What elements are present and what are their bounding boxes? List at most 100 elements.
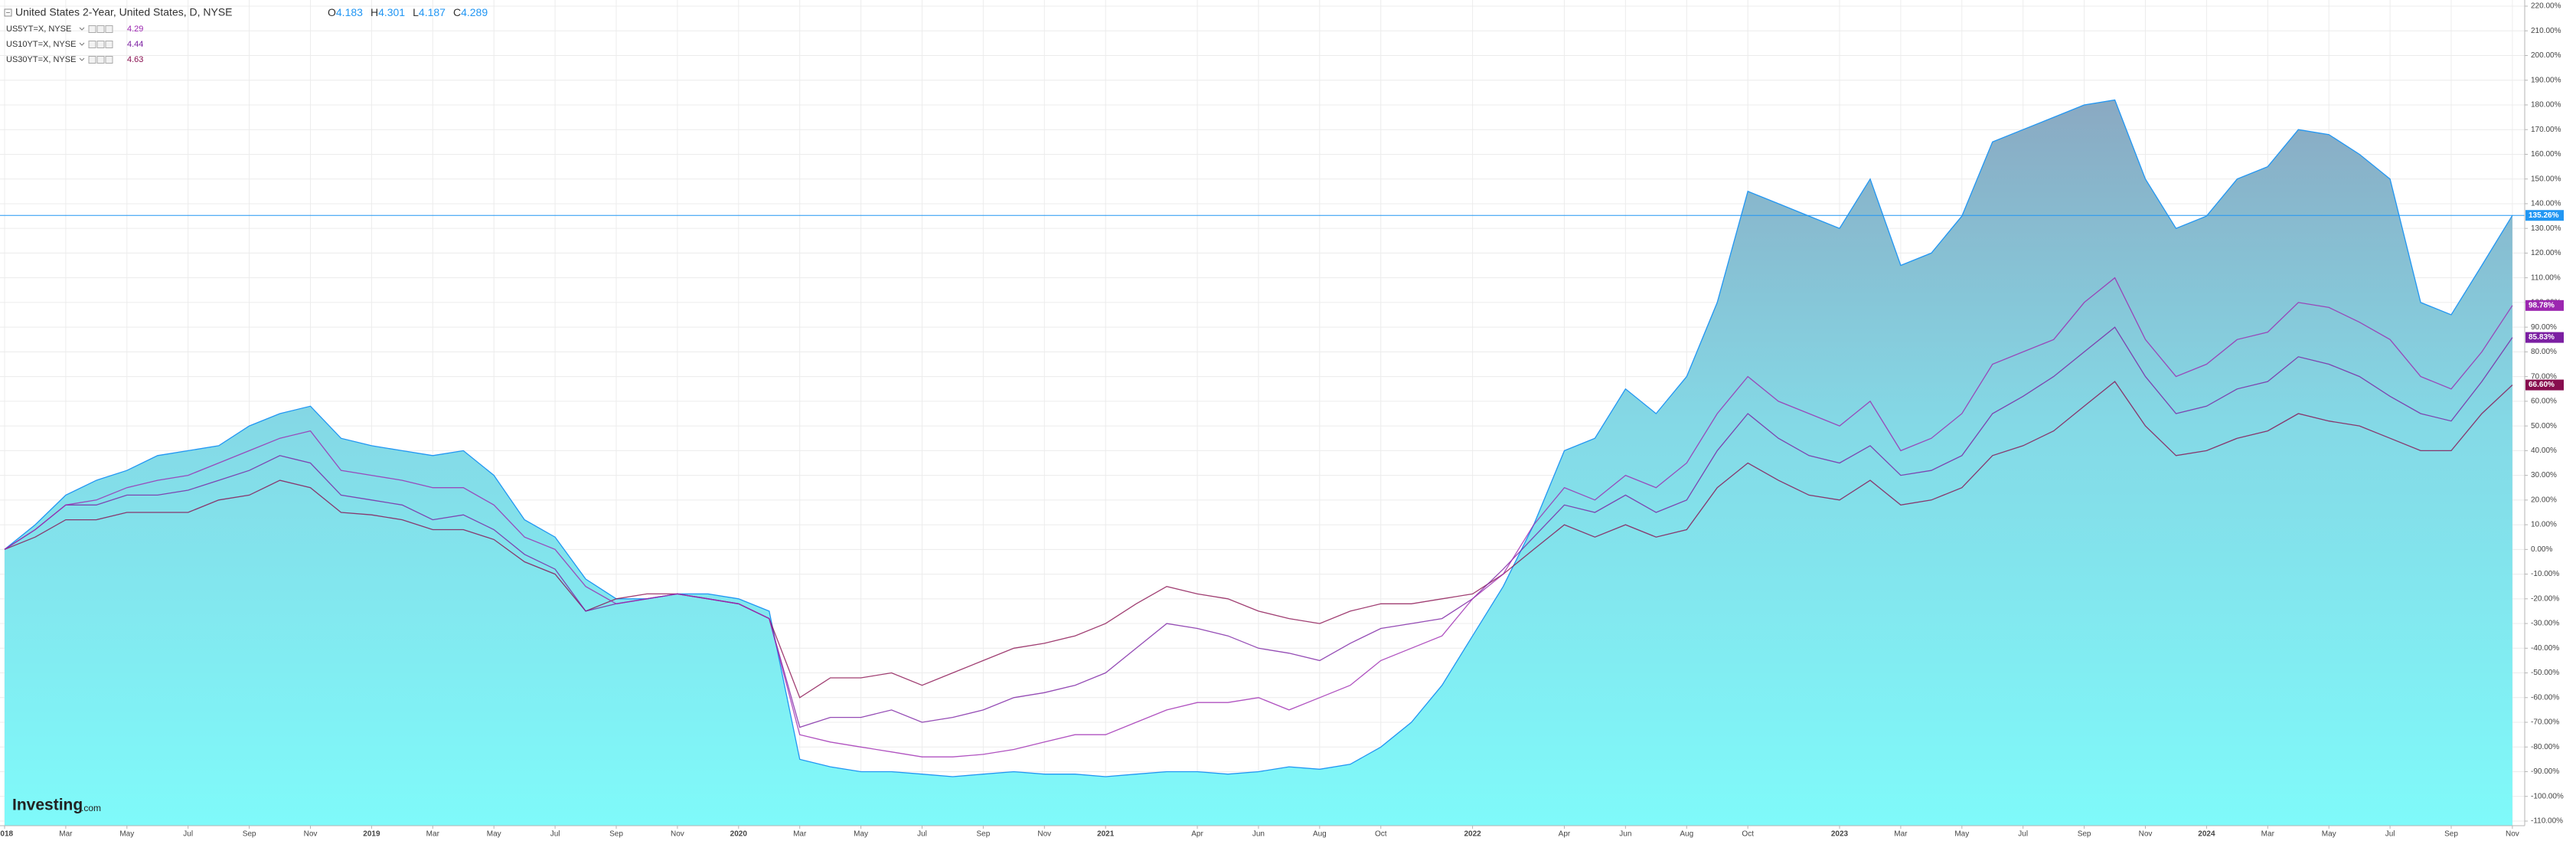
x-tick-label: Aug xyxy=(1680,830,1693,839)
x-tick-label: May xyxy=(1954,830,1969,839)
ohlc-label: O xyxy=(328,6,336,18)
y-axis-panel xyxy=(2525,0,2576,841)
legend-icon[interactable] xyxy=(105,56,113,64)
x-tick-label: May xyxy=(2322,830,2336,839)
legend-value: 4.44 xyxy=(127,40,143,49)
legend-value: 4.63 xyxy=(127,55,143,64)
y-tick-label: 40.00% xyxy=(2531,447,2557,455)
x-tick-label: Oct xyxy=(1742,830,1754,839)
ohlc-value: 4.301 xyxy=(378,6,405,18)
legend-name: US10YT=X, NYSE xyxy=(6,40,76,49)
series-line xyxy=(4,277,2513,758)
y-tick-label: 20.00% xyxy=(2531,496,2557,504)
x-tick-label: 2020 xyxy=(730,830,748,839)
x-tick-label: Jul xyxy=(183,830,193,839)
x-tick-label: Oct xyxy=(1375,830,1387,839)
legend-icon[interactable] xyxy=(105,41,113,48)
y-tick-label: -20.00% xyxy=(2531,594,2559,603)
x-tick-label: Sep xyxy=(977,830,991,839)
last-value-label: 98.78% xyxy=(2529,301,2555,309)
area xyxy=(5,100,2512,826)
y-tick-label: 150.00% xyxy=(2531,175,2561,183)
y-tick-label: -50.00% xyxy=(2531,669,2559,677)
x-tick-label: Jul xyxy=(917,830,927,839)
y-tick-label: 90.00% xyxy=(2531,323,2557,332)
logo-main: Investing xyxy=(12,797,83,814)
x-axis-panel xyxy=(0,826,2525,841)
y-tick-label: 130.00% xyxy=(2531,224,2561,233)
y-tick-label: 60.00% xyxy=(2531,398,2557,406)
x-tick-label: Jul xyxy=(2385,830,2395,839)
last-value-label: 135.26% xyxy=(2529,211,2559,220)
y-tick-label: 70.00% xyxy=(2531,372,2557,381)
x-tick-label: Nov xyxy=(1037,830,1051,839)
y-tick-label: 50.00% xyxy=(2531,422,2557,430)
y-tick-label: 120.00% xyxy=(2531,249,2561,257)
last-value-box xyxy=(2525,210,2564,221)
x-tick-label: Jul xyxy=(2018,830,2028,839)
y-tick-label: -30.00% xyxy=(2531,620,2559,628)
x-tick-label: Mar xyxy=(793,830,807,839)
ohlc-value: 4.183 xyxy=(336,6,363,18)
legend-icon[interactable] xyxy=(88,56,96,64)
legend-name: US30YT=X, NYSE xyxy=(6,55,76,64)
x-tick-label: Aug xyxy=(1313,830,1327,839)
y-tick-label: -70.00% xyxy=(2531,718,2559,727)
last-value-label: 66.60% xyxy=(2529,381,2555,389)
x-tick-label: 2023 xyxy=(1831,830,1849,839)
y-tick-label: -80.00% xyxy=(2531,743,2559,751)
x-tick-label: Sep xyxy=(243,830,256,839)
chart-title: United States 2-Year, United States, D, … xyxy=(15,6,233,18)
x-tick-label: Apr xyxy=(1191,830,1203,839)
legend-caret xyxy=(79,42,85,46)
x-tick-label: Sep xyxy=(609,830,623,839)
legend-icon[interactable] xyxy=(105,25,113,33)
y-tick-label: -40.00% xyxy=(2531,644,2559,653)
x-tick-label: Mar xyxy=(2261,830,2275,839)
legend-icon[interactable] xyxy=(96,25,105,33)
legend: US5YT=X, NYSE 4.29 US10YT=X, NYSE 4.44 US30Y… xyxy=(6,25,143,64)
last-value-box xyxy=(2525,332,2564,343)
x-tick-label: Jun xyxy=(1619,830,1631,839)
legend-icon[interactable] xyxy=(88,41,96,48)
x-tick-label: Mar xyxy=(1894,830,1908,839)
collapse-icon[interactable] xyxy=(4,8,12,17)
legend-value: 4.29 xyxy=(127,25,143,34)
x-tick-label: Apr xyxy=(1559,830,1571,839)
last-value-box xyxy=(2525,299,2564,311)
y-tick-label: -10.00% xyxy=(2531,570,2559,578)
x-tick-label: Jul xyxy=(550,830,560,839)
legend-icon[interactable] xyxy=(96,41,105,48)
logo: Investing .com xyxy=(12,797,101,814)
series-line xyxy=(4,326,2513,728)
x-tick-label: 2019 xyxy=(363,830,380,839)
last-value-box xyxy=(2525,379,2564,391)
x-tick-label: Mar xyxy=(59,830,73,839)
y-tick-label: 10.00% xyxy=(2531,521,2557,529)
y-tick-label: 30.00% xyxy=(2531,471,2557,479)
legend-name: US5YT=X, NYSE xyxy=(6,25,71,34)
legend-caret xyxy=(79,57,85,61)
y-tick-label: 110.00% xyxy=(2531,273,2561,282)
y-tick-label: 210.00% xyxy=(2531,27,2561,35)
x-tick-label: May xyxy=(854,830,868,839)
legend-icon[interactable] xyxy=(88,25,96,33)
x-tick-label: Nov xyxy=(2506,830,2519,839)
x-tick-label: 2024 xyxy=(2198,830,2215,839)
legend-icon[interactable] xyxy=(96,56,105,64)
x-tick-label: 2021 xyxy=(1097,830,1115,839)
y-tick-label: -60.00% xyxy=(2531,693,2559,702)
last-value-label: 85.83% xyxy=(2529,333,2555,342)
y-tick-label: 80.00% xyxy=(2531,348,2557,356)
ohlc-value: 4.289 xyxy=(461,6,488,18)
y-tick-label: 200.00% xyxy=(2531,51,2561,60)
x-tick-label: May xyxy=(487,830,501,839)
y-tick-label: 170.00% xyxy=(2531,126,2561,134)
y-tick-label: 220.00% xyxy=(2531,2,2561,11)
series-line xyxy=(4,381,2513,699)
x-tick-label: Sep xyxy=(2078,830,2091,839)
x-tick-label: Nov xyxy=(2139,830,2153,839)
y-tick-label: 180.00% xyxy=(2531,101,2561,110)
